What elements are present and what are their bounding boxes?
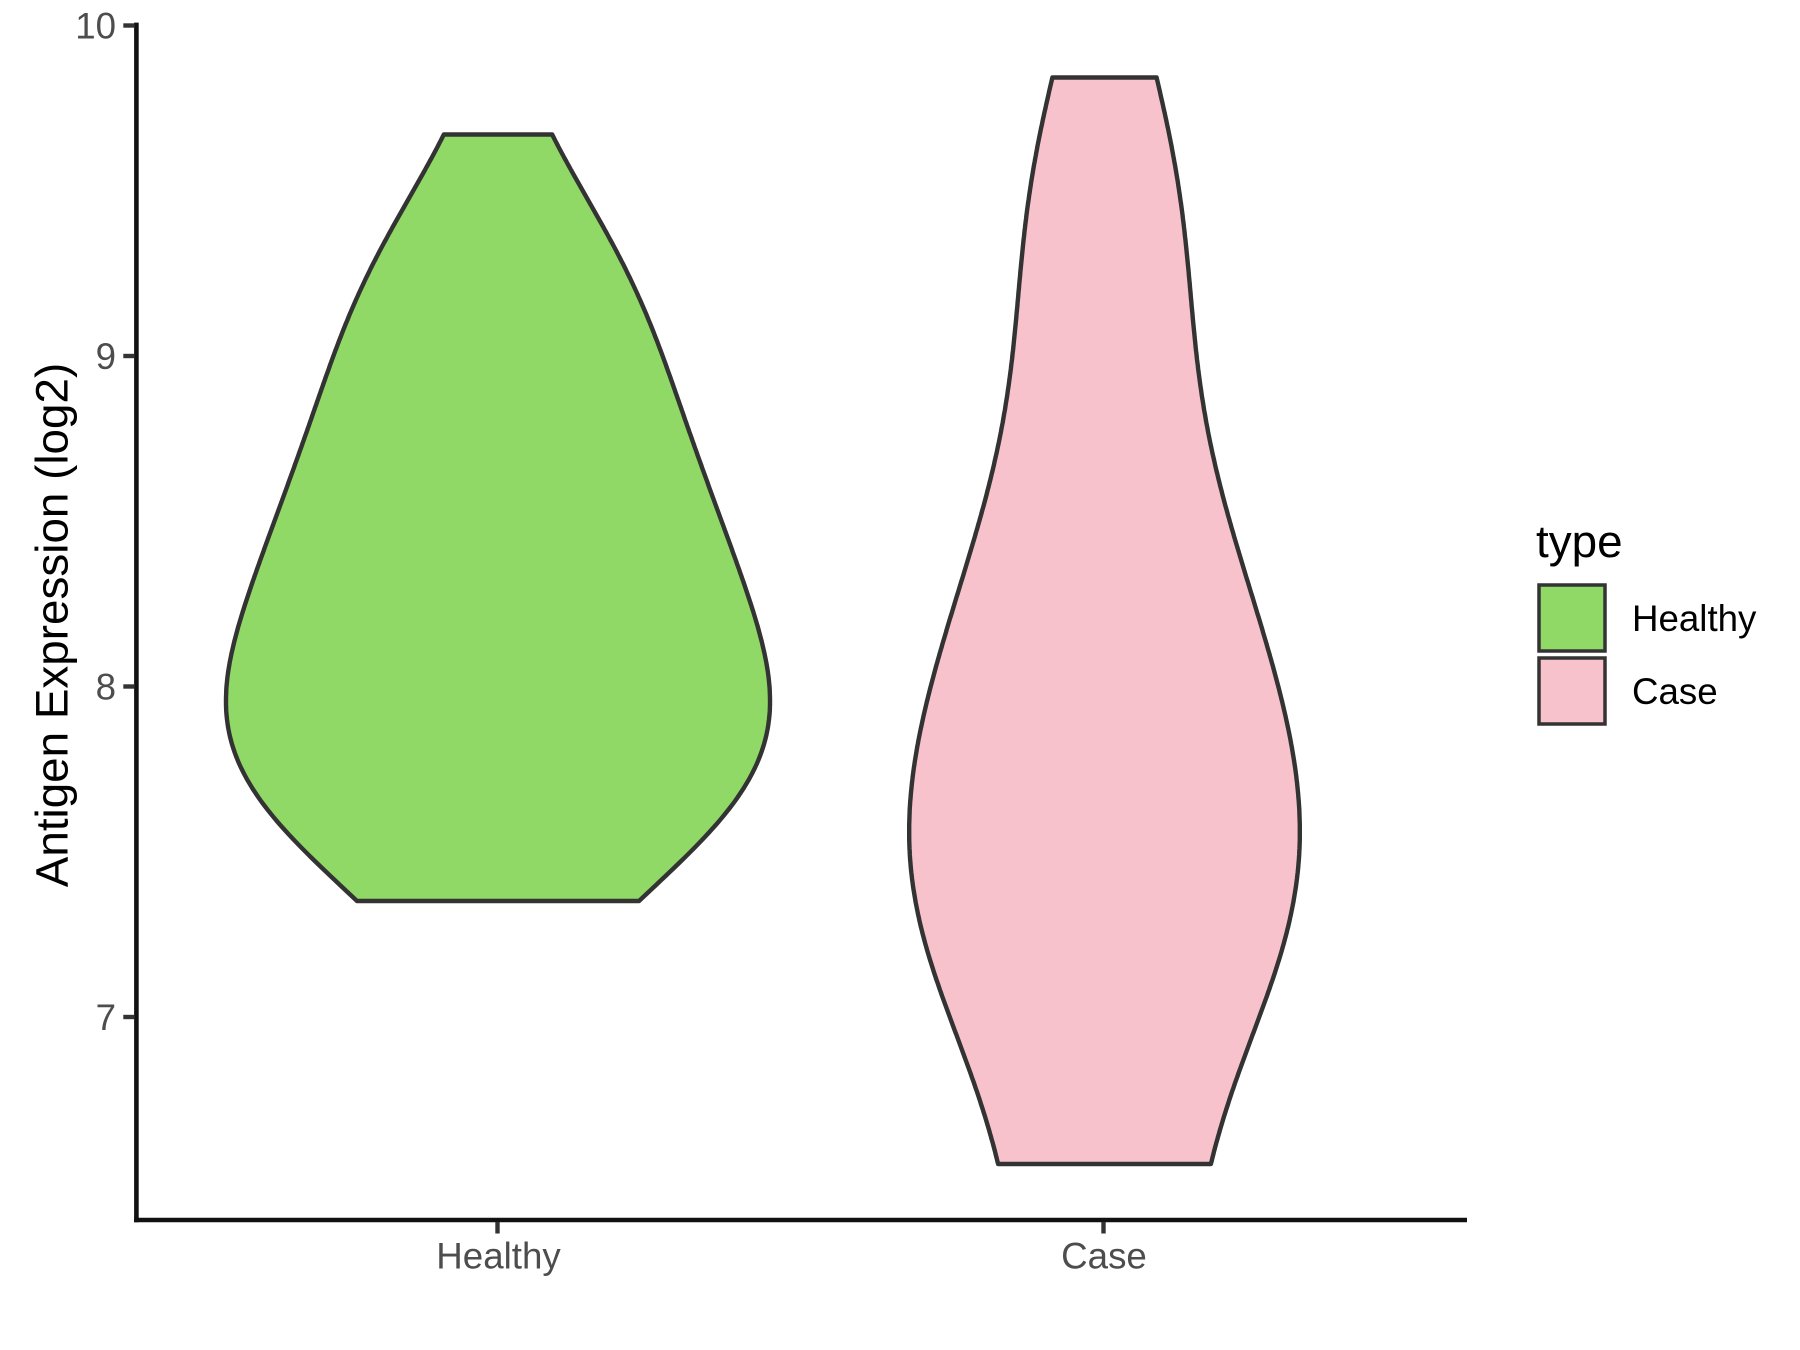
svg-text:8: 8 [96,667,116,708]
svg-text:Case: Case [1632,671,1718,712]
svg-text:Healthy: Healthy [1632,598,1757,639]
svg-text:9: 9 [96,336,116,377]
svg-text:Case: Case [1061,1236,1147,1277]
svg-text:Antigen Expression (log2): Antigen Expression (log2) [27,363,78,887]
svg-text:Healthy: Healthy [436,1236,561,1277]
svg-text:10: 10 [75,6,116,47]
svg-text:7: 7 [96,997,116,1038]
svg-text:type: type [1536,516,1623,567]
